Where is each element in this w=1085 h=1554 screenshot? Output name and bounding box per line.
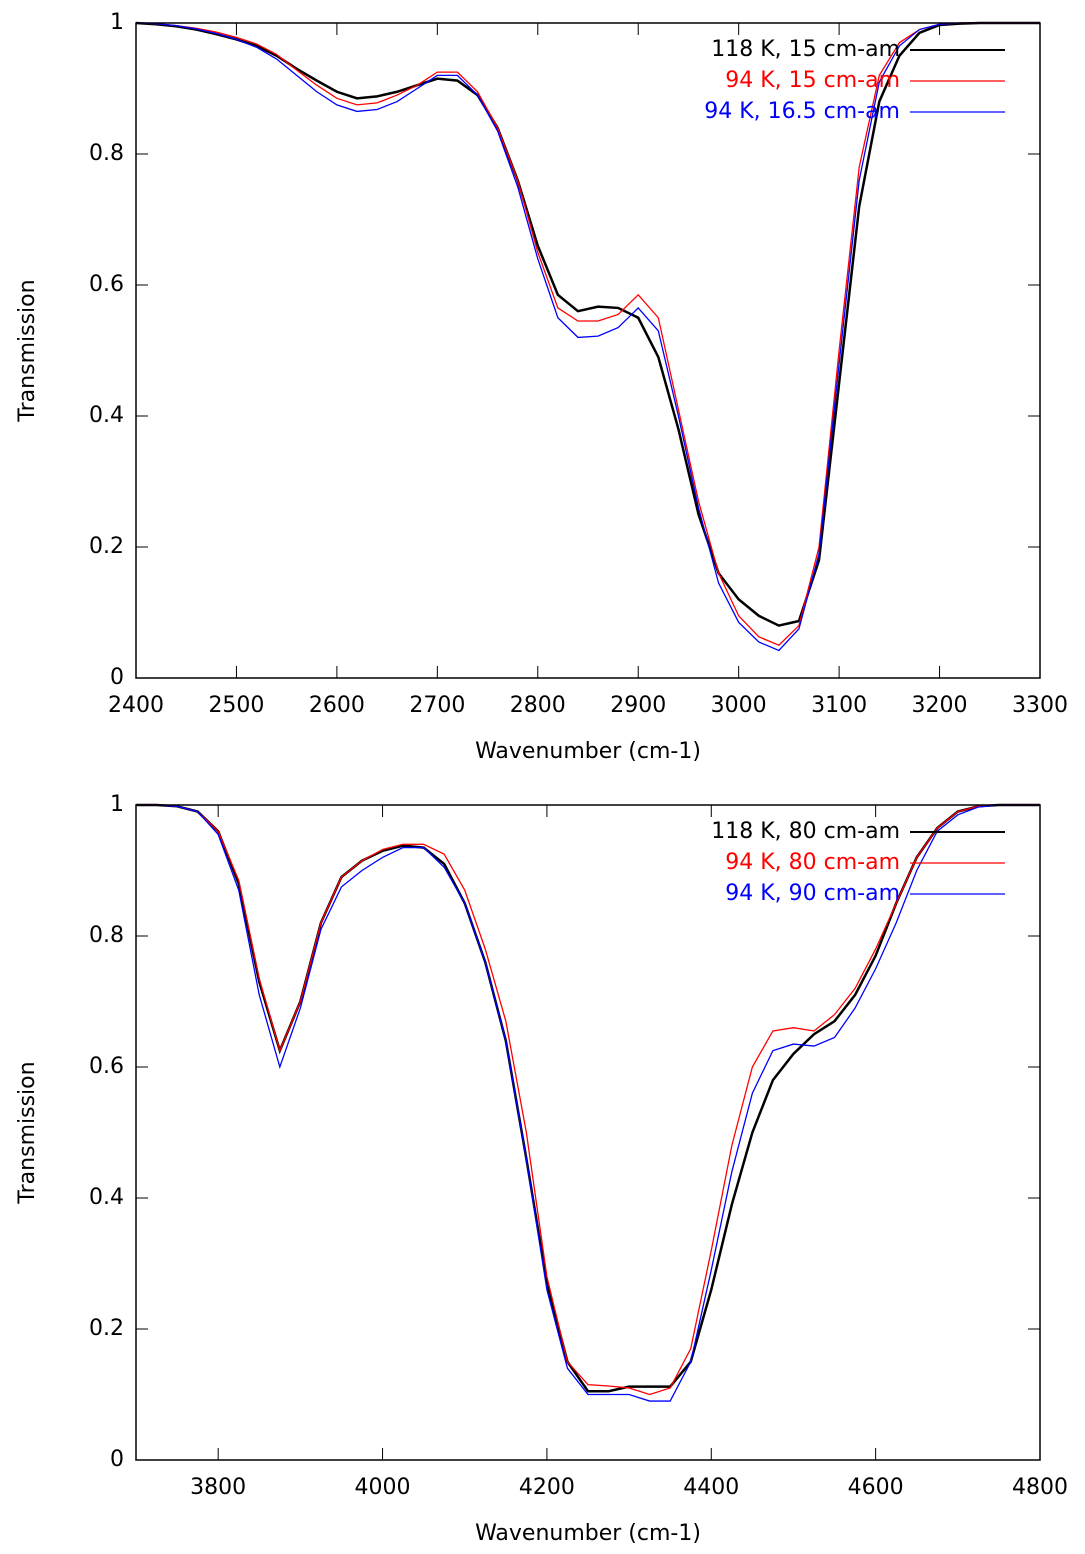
x-tick-label: 3300	[1012, 693, 1068, 718]
x-tick-label: 4600	[848, 1475, 904, 1500]
x-axis-label: Wavenumber (cm-1)	[475, 739, 701, 764]
y-axis-label: Transmission	[15, 1061, 40, 1204]
x-tick-label: 2700	[409, 693, 465, 718]
legend-label: 94 K, 80 cm-am	[725, 850, 900, 875]
x-tick-label: 4800	[1012, 1475, 1068, 1500]
plot-frame	[135, 22, 1041, 679]
x-tick-label: 4000	[355, 1475, 411, 1500]
series-line	[136, 804, 1040, 1396]
x-tick-label: 2600	[309, 693, 365, 718]
legend-label: 94 K, 90 cm-am	[725, 881, 900, 906]
x-tick-label: 3100	[811, 693, 867, 718]
x-tick-label: 3000	[711, 693, 767, 718]
y-tick-label: 1	[110, 792, 124, 817]
x-tick-label: 2500	[208, 693, 264, 718]
x-tick-label: 2400	[108, 693, 164, 718]
y-tick-label: 0.6	[89, 272, 124, 297]
x-tick-label: 3200	[912, 693, 968, 718]
y-tick-label: 0.8	[89, 141, 124, 166]
plot-frame	[135, 804, 1041, 1461]
series-line	[135, 22, 1040, 647]
series-line	[135, 21, 1040, 627]
series-line	[136, 803, 1040, 1393]
legend-label: 118 K, 15 cm-am	[711, 37, 900, 62]
x-tick-label: 4400	[683, 1475, 739, 1500]
y-tick-label: 0.8	[89, 923, 124, 948]
y-tick-label: 0.6	[89, 1054, 124, 1079]
series-line	[135, 22, 1040, 652]
legend-label: 118 K, 80 cm-am	[711, 819, 900, 844]
y-tick-label: 0.4	[89, 1185, 124, 1210]
y-tick-label: 0.2	[89, 1316, 124, 1341]
series-line	[136, 804, 1040, 1402]
y-tick-label: 0.4	[89, 403, 124, 428]
x-tick-label: 3800	[190, 1475, 246, 1500]
y-axis-label: Transmission	[15, 279, 40, 422]
x-axis-label: Wavenumber (cm-1)	[475, 1521, 701, 1546]
y-tick-label: 1	[110, 10, 124, 35]
y-tick-label: 0	[110, 665, 124, 690]
y-tick-label: 0	[110, 1447, 124, 1472]
legend-label: 94 K, 16.5 cm-am	[704, 99, 900, 124]
y-tick-label: 0.2	[89, 534, 124, 559]
x-tick-label: 4200	[519, 1475, 575, 1500]
x-tick-label: 2900	[610, 693, 666, 718]
x-tick-label: 2800	[510, 693, 566, 718]
legend-label: 94 K, 15 cm-am	[725, 68, 900, 93]
